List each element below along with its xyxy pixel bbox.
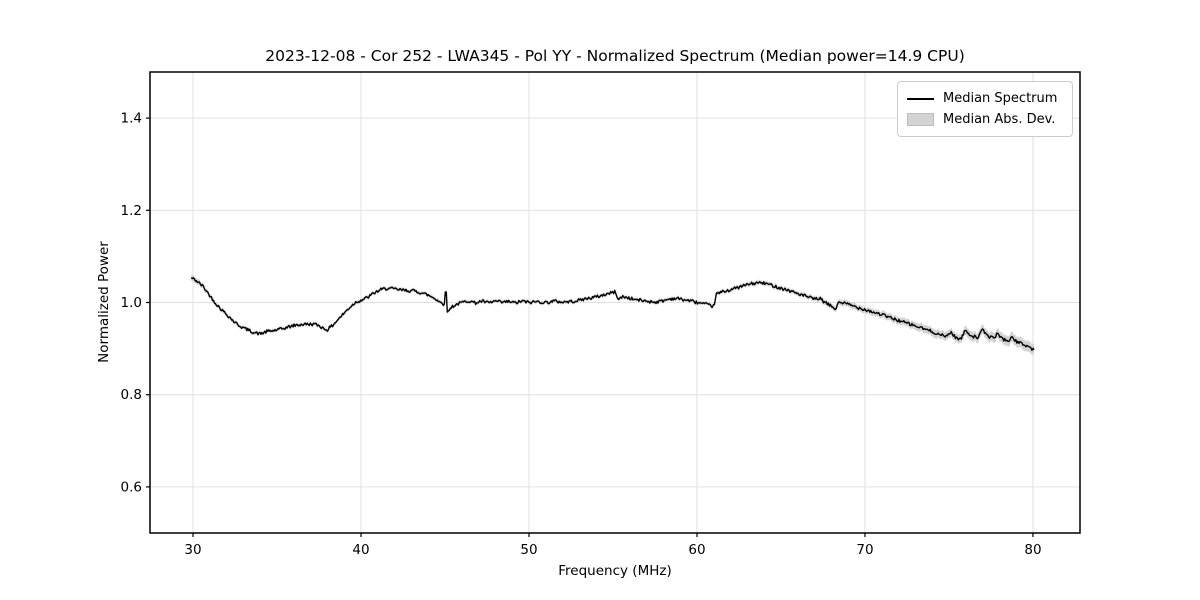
- svg-text:1.0: 1.0: [121, 295, 142, 311]
- legend-label: Median Spectrum: [943, 91, 1058, 106]
- chart-title: 2023-12-08 - Cor 252 - LWA345 - Pol YY -…: [265, 47, 965, 65]
- svg-text:80: 80: [1024, 542, 1041, 558]
- svg-text:70: 70: [856, 542, 873, 558]
- svg-text:0.8: 0.8: [121, 387, 142, 403]
- legend-item-median-spectrum: Median Spectrum: [907, 88, 1062, 109]
- svg-text:60: 60: [688, 542, 705, 558]
- line-swatch-icon: [907, 97, 934, 100]
- x-axis-label: Frequency (MHz): [558, 563, 672, 579]
- svg-text:50: 50: [520, 542, 537, 558]
- legend-label: Median Abs. Dev.: [943, 112, 1056, 127]
- svg-text:30: 30: [184, 542, 201, 558]
- legend: Median Spectrum Median Abs. Dev.: [897, 81, 1073, 137]
- svg-text:1.4: 1.4: [121, 111, 142, 127]
- svg-text:40: 40: [352, 542, 369, 558]
- svg-text:1.2: 1.2: [121, 203, 142, 219]
- y-axis-label: Normalized Power: [96, 241, 112, 363]
- legend-item-median-abs-dev: Median Abs. Dev.: [907, 109, 1062, 130]
- patch-swatch-icon: [907, 113, 934, 126]
- svg-text:0.6: 0.6: [121, 479, 142, 495]
